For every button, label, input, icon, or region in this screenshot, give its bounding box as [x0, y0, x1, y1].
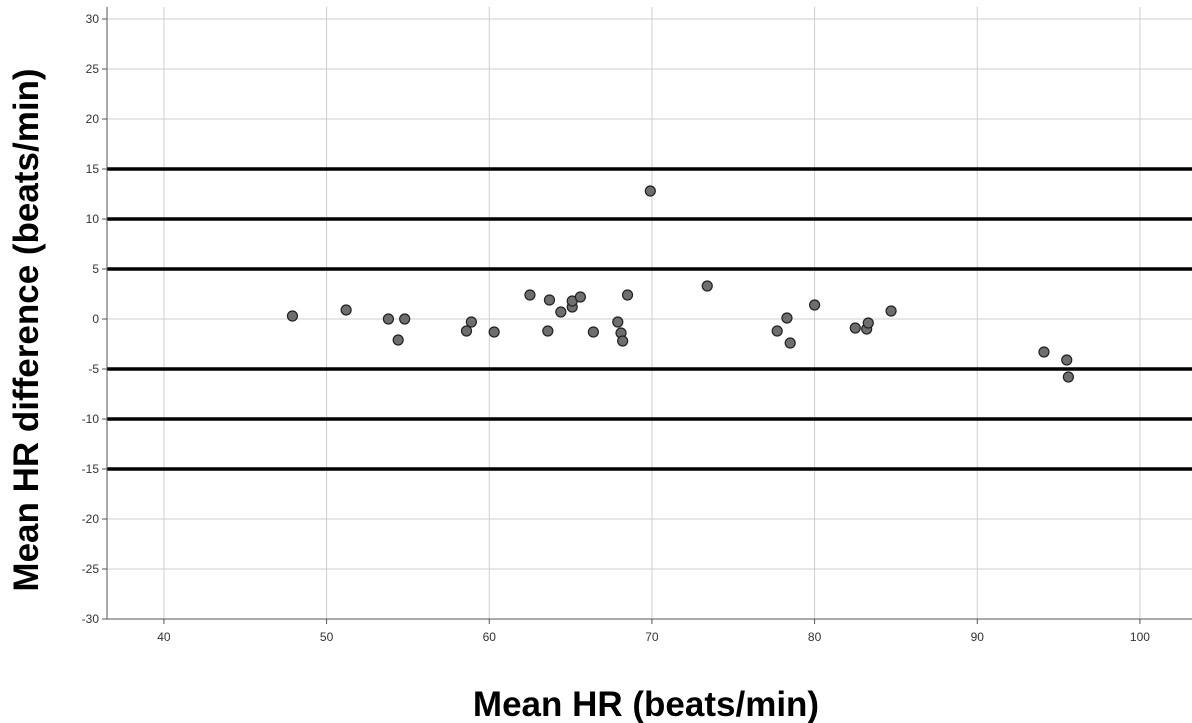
data-point: [465, 316, 477, 328]
data-point: [771, 325, 783, 337]
y-tick-label: -15: [82, 462, 100, 476]
data-point: [340, 304, 352, 316]
data-point: [542, 325, 554, 337]
data-point: [617, 335, 629, 347]
data-point: [392, 334, 404, 346]
data-point: [781, 312, 793, 324]
data-point: [524, 289, 536, 301]
tick-labels: 40 50 60 70 80 90 100302520151050-5-10-15-20-2…: [82, 12, 1151, 644]
x-tick-label: 80: [808, 630, 822, 644]
data-point: [809, 299, 821, 311]
y-axis-title: Mean HR difference (beats/min): [7, 68, 46, 591]
reference-lines: [107, 167, 1192, 471]
data-point: [286, 310, 299, 322]
y-tick-label: 0: [92, 312, 99, 326]
data-point: [849, 322, 861, 334]
y-tick-label: 25: [86, 62, 100, 76]
data-point: [543, 294, 556, 306]
x-axis-title: Mean HR (beats/min): [473, 685, 819, 723]
data-point: [784, 337, 796, 349]
y-tick-label: 20: [86, 112, 100, 126]
data-point: [587, 326, 599, 338]
data-point: [488, 326, 500, 338]
x-tick-label: 100: [1130, 630, 1150, 644]
x-tick-label: 50: [320, 630, 334, 644]
data-point: [1061, 354, 1073, 366]
data-point: [460, 325, 473, 337]
x-tick-label: 40: [157, 630, 171, 644]
axes: [102, 7, 1192, 624]
data-point: [382, 313, 395, 325]
y-tick-label: -20: [82, 512, 100, 526]
y-tick-label: 10: [86, 212, 100, 226]
data-point: [644, 185, 656, 197]
y-tick-label: -30: [82, 612, 100, 626]
data-point: [555, 306, 567, 318]
data-point: [862, 317, 874, 329]
data-point: [574, 291, 586, 303]
data-point: [701, 280, 713, 292]
x-tick-label: 90: [971, 630, 985, 644]
data-point: [612, 316, 624, 328]
data-point: [1062, 371, 1074, 383]
y-tick-label: 30: [86, 12, 100, 26]
data-point: [621, 289, 634, 301]
y-tick-label: 15: [86, 162, 100, 176]
data-point: [1038, 346, 1050, 358]
y-tick-label: -5: [88, 362, 99, 376]
data-point: [885, 305, 897, 317]
y-tick-label: -10: [82, 412, 100, 426]
x-tick-label: 70: [645, 630, 659, 644]
data-points: [286, 185, 1074, 383]
grid: [107, 7, 1192, 620]
data-point: [399, 313, 411, 325]
x-tick-label: 60: [483, 630, 497, 644]
y-tick-label: -25: [82, 562, 100, 576]
y-tick-label: 5: [92, 262, 99, 276]
